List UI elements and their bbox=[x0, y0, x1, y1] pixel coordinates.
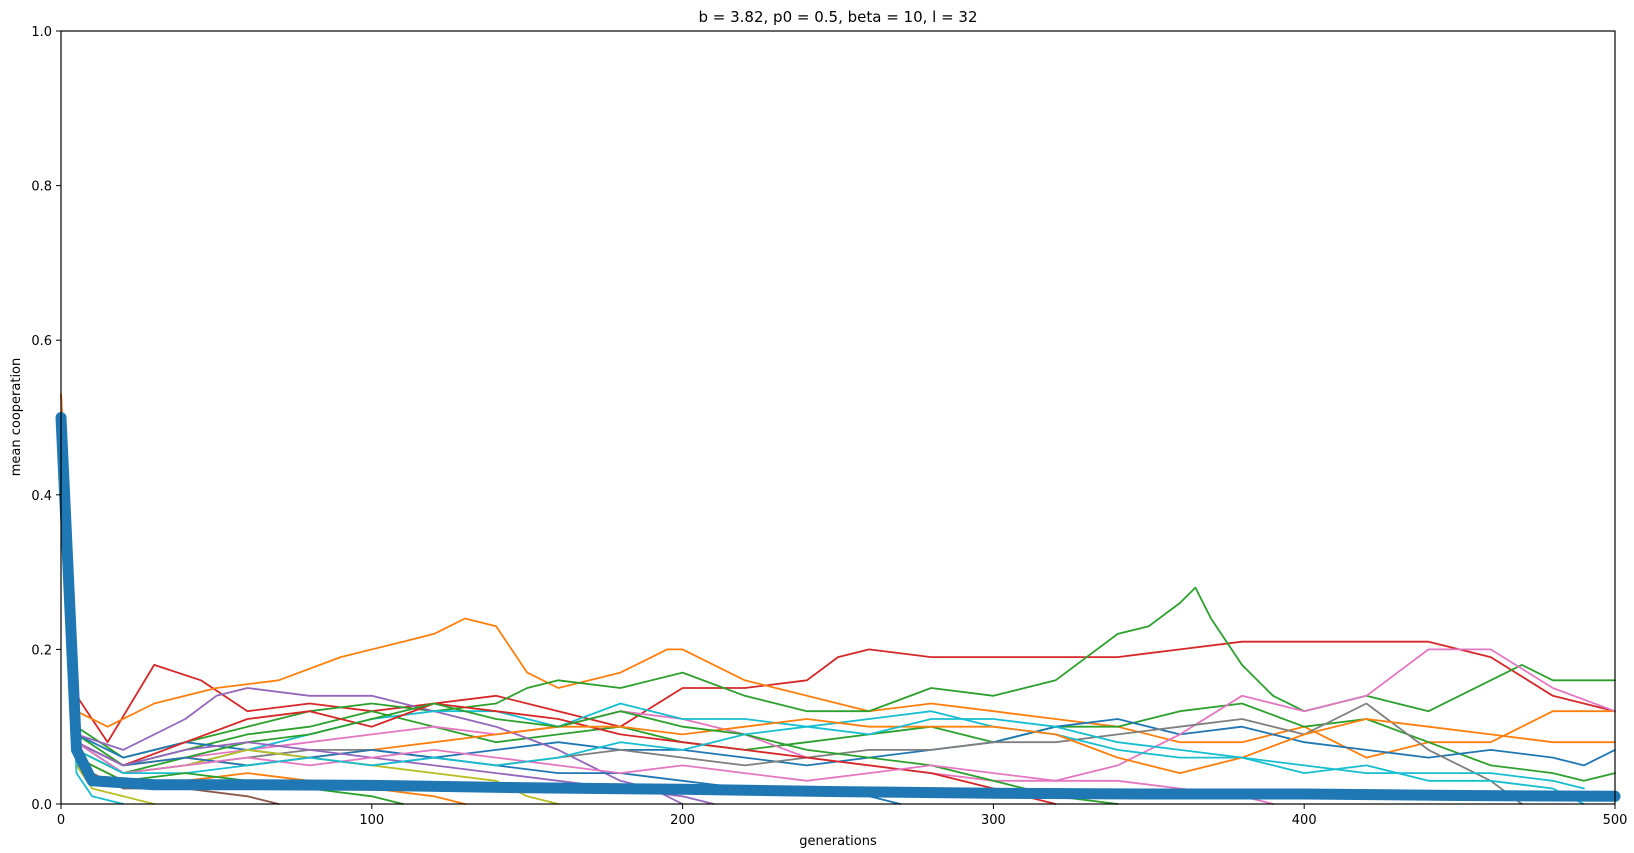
series-line-2 bbox=[60, 393, 1616, 759]
y-tick-label: 0.0 bbox=[31, 798, 52, 813]
series-line-11 bbox=[60, 416, 1057, 805]
x-tick-label: 100 bbox=[359, 813, 384, 828]
y-axis-label: mean cooperation bbox=[9, 358, 24, 477]
x-axis-ticks: 0 100 200 300 400 500 bbox=[57, 804, 1628, 828]
series-line-15 bbox=[60, 416, 715, 805]
y-axis-ticks: 0.0 0.2 0.4 0.6 0.8 1.0 bbox=[31, 25, 61, 813]
y-tick-label: 0.4 bbox=[31, 489, 52, 504]
series-line-mean bbox=[55, 412, 1621, 802]
series-line-7 bbox=[60, 416, 1616, 782]
chart-title: b = 3.82, p0 = 0.5, beta = 10, l = 32 bbox=[698, 8, 977, 26]
series-line-6 bbox=[60, 416, 684, 805]
series-lines bbox=[55, 393, 1621, 805]
plot-frame bbox=[60, 30, 1616, 805]
x-tick-label: 300 bbox=[981, 813, 1006, 828]
y-tick-label: 0.8 bbox=[31, 180, 52, 195]
series-line-12 bbox=[60, 416, 1616, 774]
series-line-3 bbox=[60, 416, 1616, 759]
x-axis-label: generations bbox=[799, 834, 877, 849]
series-line-16 bbox=[60, 416, 1274, 805]
y-tick-label: 0.2 bbox=[31, 643, 52, 658]
x-tick-label: 200 bbox=[670, 813, 695, 828]
series-line-10 bbox=[60, 416, 560, 805]
y-tick-label: 0.6 bbox=[31, 334, 52, 349]
series-line-9 bbox=[60, 416, 1585, 805]
series-line-1 bbox=[60, 393, 1616, 744]
series-line-4 bbox=[60, 416, 1616, 782]
x-tick-label: 500 bbox=[1603, 813, 1628, 828]
series-line-8 bbox=[60, 416, 1523, 805]
series-line-17 bbox=[60, 416, 1585, 790]
y-tick-label: 1.0 bbox=[31, 25, 52, 40]
x-tick-label: 400 bbox=[1292, 813, 1317, 828]
x-tick-label: 0 bbox=[57, 813, 65, 828]
